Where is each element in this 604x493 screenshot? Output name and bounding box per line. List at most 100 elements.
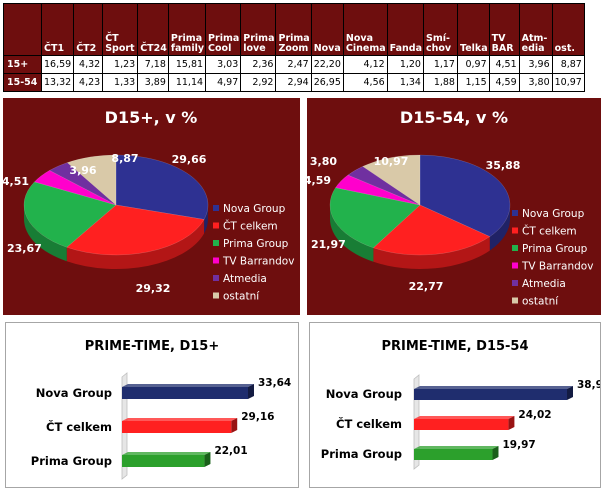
pie-slice-ostatn- xyxy=(66,154,117,206)
pie-data-label: 4,59 xyxy=(307,174,331,187)
bar-prima-group xyxy=(122,455,205,467)
pie-panel-d15-54: D15-54, v % 35,88 22,77 21,97 4,59 3,80 10,97 N… xyxy=(307,98,601,315)
pie-slice-side xyxy=(66,219,205,269)
pie-slice-side xyxy=(24,205,67,262)
table-cell: 4,12 xyxy=(342,55,388,74)
bar-top xyxy=(414,416,515,419)
pie-depth xyxy=(24,205,208,269)
table-column-header: Prima Cool xyxy=(205,3,242,56)
bar-top xyxy=(414,386,573,389)
table-body: 15+ 16,59 4,32 1,23 7,18 15,81 3,03 2,36 2,47 22,… xyxy=(3,55,585,92)
legend-swatch xyxy=(512,227,518,234)
legend-label: ostatní xyxy=(522,296,559,308)
pie-data-label: 29,66 xyxy=(172,153,207,166)
legend-label: TV Barrandov xyxy=(222,256,294,268)
table-row: 15+ 16,59 4,32 1,23 7,18 15,81 3,03 2,36 2,47 22,… xyxy=(3,55,585,74)
legend-swatch xyxy=(512,210,518,216)
legend-label: Prima Group xyxy=(522,243,588,255)
bar-side xyxy=(204,452,211,467)
legend-label: Nova Group xyxy=(223,203,286,215)
table-cell: 2,47 xyxy=(275,55,312,74)
table-column-header: ČT Sport xyxy=(102,3,139,56)
pie-data-label: 10,97 xyxy=(374,155,409,168)
table-cell: 3,80 xyxy=(518,73,553,92)
table-column-header: ost. xyxy=(551,3,585,56)
table-column-header: ČT24 xyxy=(137,3,169,56)
table-column-header: Fanda xyxy=(386,3,424,56)
table-cell: 3,89 xyxy=(137,73,169,92)
legend-label: Atmedia xyxy=(522,278,566,290)
table-cell: 1,34 xyxy=(386,73,424,92)
table-column-header: ČT1 xyxy=(40,3,75,56)
table-cell: 13,32 xyxy=(40,73,75,92)
bar-category-label: Nova Group xyxy=(36,386,112,400)
bar-category-label: Nova Group xyxy=(326,387,402,401)
pie-data-label: 21,97 xyxy=(311,238,346,251)
table-column-header: Telka xyxy=(456,3,490,56)
table-cell: 7,18 xyxy=(137,55,169,74)
legend-label: ČT celkem xyxy=(522,225,577,238)
table-cell: 1,20 xyxy=(386,55,424,74)
pie-title: D15-54, v % xyxy=(400,108,508,127)
pie-title: D15+, v % xyxy=(105,108,198,127)
bar-top xyxy=(414,446,499,449)
table-column-header: Prima love xyxy=(240,3,277,56)
legend-label: ČT celkem xyxy=(223,220,278,233)
bar-category-label: ČT celkem xyxy=(336,416,402,431)
pie-data-label: 23,67 xyxy=(7,242,42,255)
bar-value-label: 22,01 xyxy=(214,445,247,457)
pie-data-label: 22,77 xyxy=(409,280,444,293)
table-cell: 10,97 xyxy=(551,73,585,92)
bar-value-label: 33,64 xyxy=(258,377,291,389)
pie-slice-atmedia xyxy=(49,162,117,206)
bar-category-label: Prima Group xyxy=(31,454,112,468)
table-column-header: Nova Cinema xyxy=(342,3,388,56)
bar-category-label: Prima Group xyxy=(321,447,402,461)
table-cell: 4,97 xyxy=(205,73,242,92)
bar--t-celkem xyxy=(122,421,232,433)
bar--t-celkem xyxy=(414,419,509,430)
legend-swatch xyxy=(213,240,219,246)
bar-side xyxy=(492,446,499,460)
table-cell: 4,23 xyxy=(73,73,104,92)
legend-label: Atmedia xyxy=(223,273,267,285)
legend-label: Prima Group xyxy=(223,238,289,250)
table-cell: 1,33 xyxy=(102,73,139,92)
pie-data-label: 29,32 xyxy=(136,282,171,295)
bar-value-label: 29,16 xyxy=(241,411,274,423)
table-cell: 4,32 xyxy=(73,55,104,74)
legend-swatch xyxy=(213,257,219,264)
bar-value-label: 19,97 xyxy=(502,439,535,451)
table-column-header: Prima Zoom xyxy=(275,3,312,56)
pie-slice--t-celkem xyxy=(372,204,491,256)
legend-swatch xyxy=(512,280,518,286)
table-cell: 1,17 xyxy=(422,55,458,74)
pie-slice-tv-barrandov xyxy=(335,174,421,206)
pie-slice-side xyxy=(204,205,208,234)
table-cell: 2,36 xyxy=(240,55,277,74)
legend-swatch xyxy=(213,275,219,281)
pie-chart-d15plus: D15+, v % 29,66 29,32 23,67 4,51 3,96 8,87 Nova… xyxy=(3,108,294,303)
bar-chart-primetime-d15-54: PRIME-TIME, D15-54 Nova Group 38,93 ČT celk… xyxy=(321,339,600,470)
pie-slice-prima-group xyxy=(329,187,421,249)
table-cell: 0,97 xyxy=(456,55,490,74)
pie-slice-nova-group xyxy=(115,154,209,220)
bar-side xyxy=(567,386,573,400)
bar-category-label: ČT celkem xyxy=(46,419,112,434)
bar-value-label: 38,93 xyxy=(577,379,600,391)
bar-value-label: 24,02 xyxy=(518,409,551,421)
pie-slice-nova-group xyxy=(419,154,511,237)
table-cell: 2,94 xyxy=(275,73,312,92)
pie-slice-atmedia xyxy=(347,166,421,206)
bar-nova-group xyxy=(414,389,567,400)
legend-swatch xyxy=(213,292,219,299)
pie-panel-d15plus: D15+, v % 29,66 29,32 23,67 4,51 3,96 8,87 Nova… xyxy=(3,98,300,315)
pie-data-label: 4,51 xyxy=(3,175,29,188)
table-cell: 1,15 xyxy=(456,73,490,92)
table-cell: 15,81 xyxy=(167,55,207,74)
bar-top xyxy=(122,452,211,455)
table-cell: 8,87 xyxy=(551,55,585,74)
bar-chart-title: PRIME-TIME, D15-54 xyxy=(381,339,528,354)
table-column-header: Nova xyxy=(310,3,344,56)
table-column-header: Prima family xyxy=(167,3,207,56)
